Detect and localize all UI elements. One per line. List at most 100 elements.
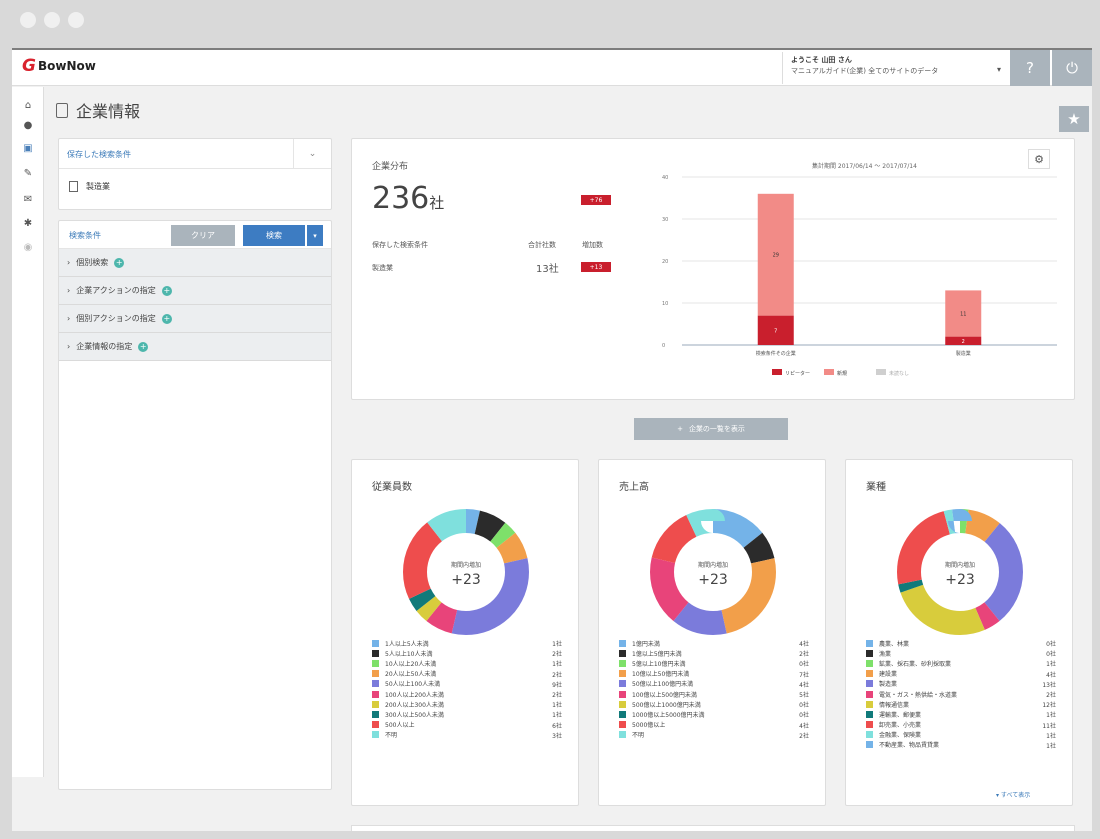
legend-row[interactable]: 1人以上5人未満 1社 [372,638,562,648]
legend-label[interactable]: リピーター [785,370,810,377]
eye-icon[interactable]: ◉ [23,242,33,253]
legend-row[interactable]: 5人以上10人未満 2社 [372,648,562,658]
search-button[interactable]: 検索 [243,225,305,246]
condition-item-label: 企業アクションの指定 [76,286,156,295]
legend-row[interactable]: 建設業 4社 [866,669,1056,679]
condition-item[interactable]: › 個別アクションの指定 + [59,305,331,333]
legend-row[interactable]: 50人以上100人未満 9社 [372,679,562,689]
help-button[interactable]: ? [1010,50,1050,86]
legend-row[interactable]: 500人以上 6社 [372,720,562,730]
bar-segment[interactable] [945,336,982,345]
legend-row[interactable]: 金融業、保険業 1社 [866,730,1056,740]
donut-slice[interactable] [650,509,776,635]
window-minimize-dot[interactable] [44,12,60,28]
legend-row[interactable]: 100億以上500億円未満 5社 [619,689,809,699]
legend-row[interactable]: 製造業 13社 [866,679,1056,689]
settings-icon[interactable]: ✱ [23,218,33,229]
bar-segment[interactable] [757,193,794,316]
donut-slice[interactable] [897,509,1023,635]
chevron-down-icon[interactable]: ⌄ [293,139,331,169]
donut-slice[interactable] [403,509,529,635]
donut-slice[interactable] [897,509,1023,635]
legend-row[interactable]: 20人以上50人未満 2社 [372,669,562,679]
donut-slice[interactable] [650,509,776,635]
clear-button[interactable]: クリア [171,225,235,246]
legend-row[interactable]: 1000億以上5000億円未満 0社 [619,709,809,719]
donut-slice[interactable] [650,509,776,635]
legend-value: 7社 [799,671,809,679]
legend-swatch [372,710,379,718]
show-companies-button[interactable]: + 企業の一覧を表示 [634,418,788,440]
legend-row[interactable]: 200人以上300人未満 1社 [372,699,562,709]
distribution-count: 236社 [372,181,444,216]
saved-search-header[interactable]: 保存した検索条件 ⌄ [59,139,331,169]
legend-value: 6社 [552,722,562,730]
donut-center-value: +23 [698,572,728,588]
legend-row[interactable]: 運輸業、郵便業 1社 [866,709,1056,719]
legend-row[interactable]: 500億以上1000億円未満 0社 [619,699,809,709]
count-unit: 社 [429,194,445,212]
search-dropdown-button[interactable]: ▾ [307,225,323,246]
legend-row[interactable]: 50億以上100億円未満 4社 [619,679,809,689]
legend-swatch [619,731,626,739]
legend-row[interactable]: 300人以上500人未満 1社 [372,709,562,719]
home-icon[interactable]: ⌂ [24,100,32,111]
legend-label: 20人以上50人未満 [385,671,437,679]
condition-item[interactable]: › 企業アクションの指定 + [59,277,331,305]
legend-value: 4社 [799,722,809,730]
donut-slice[interactable] [403,509,529,635]
legend-row[interactable]: 鉱業、採石業、砂利採取業 1社 [866,658,1056,668]
condition-item[interactable]: › 企業情報の指定 + [59,333,331,361]
donut-slice[interactable] [897,509,1023,635]
show-all-link[interactable]: ▾ すべて表示 [996,792,1031,799]
row-condition-name[interactable]: 製造業 [372,264,393,272]
legend-row[interactable]: 卸売業、小売業 11社 [866,720,1056,730]
add-condition-icon[interactable]: + [138,341,149,352]
donut-slice[interactable] [650,509,776,635]
legend-row[interactable]: 不明 2社 [619,730,809,740]
donut-slice[interactable] [403,509,529,635]
favorite-button[interactable]: ★ [1059,106,1089,132]
legend-swatch [619,670,626,678]
legend-label[interactable]: 新規 [837,370,847,377]
add-condition-icon[interactable]: + [161,313,172,324]
legend-value: 2社 [1046,691,1056,699]
window-close-dot[interactable] [20,12,36,28]
user-menu[interactable]: ようこそ 山田 さん マニュアルガイド(企業) 全てのサイトのデータ ▾ [782,52,1007,84]
count-value: 236 [372,181,430,216]
window-maximize-dot[interactable] [68,12,84,28]
add-condition-icon[interactable]: + [161,285,172,296]
legend-row[interactable]: 5億以上10億円未満 0社 [619,658,809,668]
chart-settings-button[interactable]: ⚙ [1028,149,1050,169]
legend-row[interactable]: 1億以上5億円未満 2社 [619,648,809,658]
donut-slice[interactable] [897,509,1023,635]
condition-item[interactable]: › 個別検索 + [59,249,331,277]
legend-row[interactable]: 100人以上200人未満 2社 [372,689,562,699]
user-icon[interactable]: ● [23,120,33,131]
add-condition-icon[interactable]: + [114,257,125,268]
legend-row[interactable]: 農業、林業 0社 [866,638,1056,648]
legend-row[interactable]: 10人以上20人未満 1社 [372,658,562,668]
saved-search-item[interactable]: 製造業 [59,169,331,204]
legend-row[interactable]: 1億円未満 4社 [619,638,809,648]
col-header-condition: 保存した検索条件 [372,241,428,249]
bar-segment[interactable] [945,290,982,337]
legend-row[interactable]: 情報通信業 12社 [866,699,1056,709]
donut-title: 業種 [866,482,886,493]
bar-segment[interactable] [757,315,794,345]
logo[interactable]: G BowNow [22,56,96,76]
edit-icon[interactable]: ✎ [23,168,33,179]
legend-row[interactable]: 10億以上50億円未満 7社 [619,669,809,679]
legend-label[interactable]: 未読なし [889,370,909,377]
company-icon[interactable]: ▣ [23,143,33,154]
logo-mark-icon: G [22,56,36,76]
mail-icon[interactable]: ✉ [23,194,33,205]
legend-row[interactable]: 不動産業、物品賃貸業 1社 [866,740,1056,750]
logout-button[interactable]: ⏻ [1052,50,1092,86]
legend-row[interactable]: 5000億以上 4社 [619,720,809,730]
legend-row[interactable]: 漁業 0社 [866,648,1056,658]
page-title-text: 企業情報 [76,102,141,121]
legend-row[interactable]: 不明 3社 [372,730,562,740]
legend-swatch [866,659,873,667]
legend-row[interactable]: 電気・ガス・熱供給・水道業 2社 [866,689,1056,699]
